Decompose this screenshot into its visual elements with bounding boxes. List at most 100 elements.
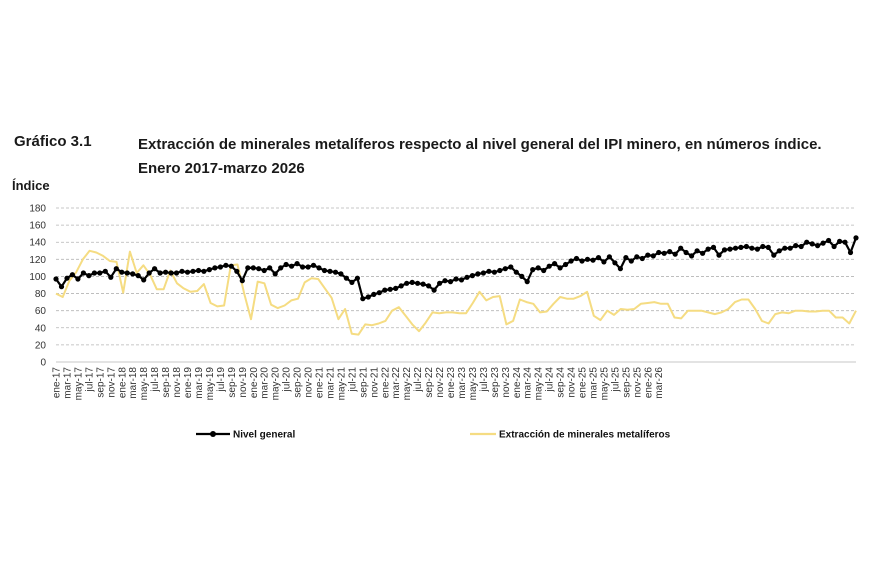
data-point	[743, 243, 750, 250]
x-tick-label: may-20	[271, 367, 282, 401]
data-point	[705, 246, 711, 252]
data-point	[710, 244, 717, 250]
data-point	[442, 278, 448, 284]
x-tick-label: ene-17	[52, 367, 63, 399]
y-tick-label: 180	[29, 204, 46, 215]
data-point	[234, 268, 240, 274]
data-point	[53, 276, 59, 282]
data-point	[804, 239, 810, 245]
x-tick-label: nov-19	[238, 367, 249, 398]
x-tick-label: jul-20	[282, 367, 293, 393]
data-point	[798, 243, 804, 250]
data-point	[338, 271, 344, 277]
legend-label: Nivel general	[233, 430, 295, 441]
data-point	[75, 276, 81, 282]
data-point	[190, 268, 196, 274]
x-tick-label: jul-24	[545, 367, 556, 393]
data-point	[212, 265, 218, 271]
data-point	[453, 276, 459, 282]
x-tick-label: sep-23	[490, 367, 501, 398]
data-point	[815, 243, 821, 249]
x-tick-label: sep-17	[95, 367, 106, 398]
x-tick-label: mar-25	[588, 367, 599, 399]
data-point	[371, 291, 377, 297]
data-point	[563, 261, 569, 268]
data-point	[97, 270, 103, 276]
x-tick-label: may-23	[468, 367, 479, 401]
data-point	[793, 243, 799, 249]
data-point	[519, 273, 525, 279]
x-tick-label: ene-23	[446, 367, 457, 399]
x-tick-label: ene-24	[512, 367, 523, 399]
data-point	[91, 270, 97, 276]
y-tick-label: 80	[35, 289, 47, 300]
data-point	[541, 267, 547, 274]
data-point	[639, 255, 645, 262]
data-point	[530, 267, 536, 273]
data-point	[491, 269, 497, 275]
legend-label: Extracción de minerales metalíferos	[499, 430, 671, 441]
data-point	[289, 263, 295, 269]
data-point	[623, 255, 629, 261]
data-point	[689, 253, 695, 259]
x-tick-label: nov-25	[632, 367, 643, 398]
data-point	[837, 238, 843, 244]
legend-marker	[210, 431, 216, 437]
data-point	[749, 245, 755, 251]
x-tick-label: mar-26	[654, 367, 665, 399]
data-point	[300, 264, 306, 270]
data-point	[497, 267, 503, 274]
data-point	[787, 245, 793, 251]
data-point	[634, 254, 640, 260]
data-point	[261, 267, 267, 274]
data-point	[349, 279, 355, 285]
data-point	[486, 268, 492, 274]
data-point	[447, 279, 454, 285]
data-point	[360, 296, 366, 302]
data-point	[343, 275, 349, 281]
data-point	[431, 287, 437, 293]
x-tick-label: nov-21	[369, 367, 380, 398]
x-tick-label: nov-20	[304, 367, 315, 398]
x-tick-label: mar-23	[457, 367, 468, 399]
data-point	[552, 261, 558, 267]
data-point	[650, 253, 656, 259]
data-point	[354, 275, 360, 281]
data-point	[606, 254, 613, 260]
data-point	[206, 267, 212, 273]
x-tick-label: may-22	[402, 367, 413, 401]
data-point	[464, 274, 470, 280]
data-point	[617, 266, 624, 272]
data-point	[69, 272, 75, 278]
data-point	[113, 266, 119, 272]
data-point	[601, 259, 607, 265]
y-tick-label: 140	[29, 238, 46, 249]
x-tick-label: mar-24	[523, 367, 534, 399]
x-tick-label: sep-24	[556, 367, 567, 398]
data-point	[513, 269, 519, 275]
data-point	[771, 252, 777, 258]
data-point	[754, 246, 761, 252]
data-point	[776, 248, 782, 254]
y-tick-label: 160	[29, 221, 46, 232]
x-tick-label: jul-25	[610, 367, 621, 393]
data-point	[376, 290, 382, 296]
data-point	[458, 277, 465, 283]
data-point	[64, 275, 70, 281]
data-point	[502, 266, 508, 272]
data-point	[283, 261, 289, 268]
data-point	[738, 244, 744, 250]
data-point	[437, 280, 443, 286]
figure-label: Gráfico 3.1	[14, 133, 92, 150]
x-tick-label: may-17	[73, 367, 84, 401]
data-point	[157, 270, 163, 276]
x-tick-label: sep-25	[621, 367, 632, 398]
data-point	[732, 245, 739, 251]
data-point	[573, 255, 580, 262]
x-axis-ticks: ene-17 mar-17 may-17 jul-17 sep-17 nov-17 ene-…	[52, 367, 666, 401]
data-point	[809, 241, 815, 247]
data-point	[152, 266, 158, 272]
y-tick-label: 120	[29, 255, 46, 266]
x-tick-label: nov-23	[501, 367, 512, 398]
